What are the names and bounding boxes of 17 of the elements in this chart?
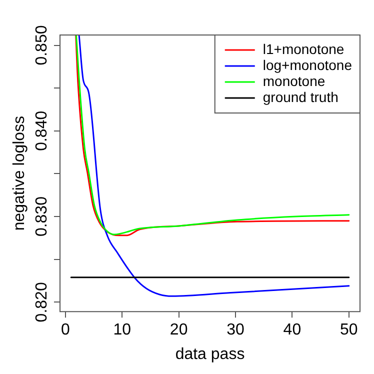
y-tick-label: 0.820 <box>33 282 50 322</box>
x-tick-label: 0 <box>60 322 70 339</box>
x-tick-label: 10 <box>113 322 132 339</box>
legend-label: ground truth <box>262 88 338 105</box>
x-tick-label: 30 <box>226 322 245 339</box>
legend-label: monotone <box>262 72 326 89</box>
y-axis-title: negative logloss <box>11 116 28 231</box>
y-tick-label: 0.840 <box>33 110 50 151</box>
x-axis-title: data pass <box>175 346 245 363</box>
x-tick-label: 20 <box>170 322 188 339</box>
x-tick-label: 40 <box>283 322 302 339</box>
legend-label: l1+monotone <box>262 40 344 57</box>
y-tick-label: 0.850 <box>33 25 50 66</box>
line-series <box>78 35 350 297</box>
legend-label: log+monotone <box>262 56 352 73</box>
x-tick-label: 50 <box>340 322 358 339</box>
y-tick-label: 0.830 <box>33 196 50 237</box>
